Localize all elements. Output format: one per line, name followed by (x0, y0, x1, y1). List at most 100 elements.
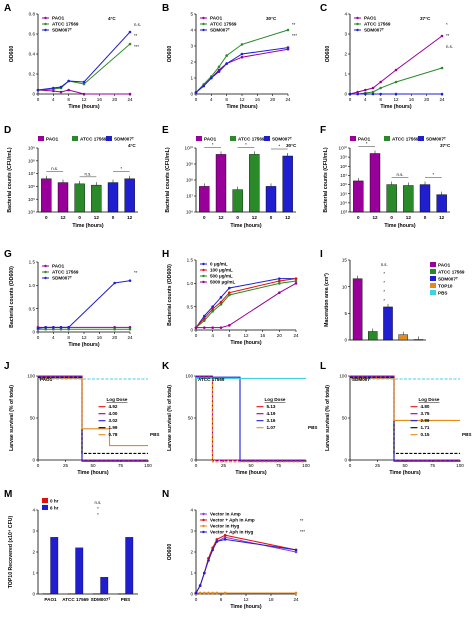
data-point (211, 310, 214, 313)
legend-swatch (430, 283, 436, 288)
x-axis-label: Time (hours) (380, 104, 412, 110)
panel-annotation: 30°C (286, 143, 297, 148)
x-axis-label: Time (hours) (230, 340, 262, 346)
bar (107, 182, 119, 213)
y-tick-label: 100 (185, 374, 193, 379)
legend-label: SDM007ᵀ (210, 28, 230, 33)
significance-label: * (97, 512, 99, 517)
data-point (44, 327, 47, 331)
significance-label: n.s. (381, 262, 388, 267)
significance-label: n.s. (397, 172, 404, 177)
significance-label: ** (134, 33, 138, 38)
data-point (286, 28, 290, 32)
data-point (217, 65, 221, 69)
legend-label: 4.00 (109, 411, 118, 416)
series-line (196, 282, 297, 329)
data-point (59, 85, 63, 89)
legend-label: 100 μg/mL (210, 268, 233, 273)
data-point (278, 277, 281, 280)
legend-label: ATCC 17569 (392, 137, 419, 142)
legend-label: Vector + Aph in Amp (210, 518, 255, 523)
data-point (371, 86, 375, 90)
series-line-0.78 (38, 377, 148, 447)
data-point (364, 92, 367, 96)
x-tick-label: 0 (195, 597, 198, 602)
panel-letter: F (320, 125, 326, 136)
bar (74, 183, 85, 213)
y-axis-label: Bacterial counts (OD600) (9, 266, 15, 328)
y-tick-label: 1 (190, 571, 193, 576)
significance-label: n.s. (95, 500, 102, 505)
y-tick-label: 10⁹ (28, 146, 35, 151)
x-tick-label: 12 (81, 97, 87, 102)
bar (75, 547, 84, 595)
y-tick-label: 10¹⁰ (339, 146, 348, 151)
data-point (211, 548, 214, 552)
x-tick-label: 0 (78, 215, 81, 220)
y-tick-label: 1 (344, 72, 347, 77)
significance-label: * (245, 142, 247, 147)
panel-d: D 10⁴ 10⁵ 10⁶ 10⁷ 10⁸ 10⁹ 0 12 0 12 0 12 n.s. n.s. * Tim… (4, 125, 138, 229)
bar (50, 537, 59, 595)
data-point (52, 326, 55, 329)
data-point (286, 46, 290, 49)
x-tick-label: 18 (268, 597, 274, 602)
x-axis-label: Time (hours) (235, 470, 267, 476)
significance-label: ** (292, 22, 296, 27)
x-tick-label: 0 (37, 335, 40, 340)
legend-swatch (384, 136, 390, 141)
data-point (52, 327, 55, 331)
y-tick-label: 5 (344, 311, 347, 316)
data-point (203, 319, 206, 322)
bar (67, 593, 76, 595)
legend-title: Log Dose (419, 397, 440, 402)
panel-letter: J (4, 361, 10, 372)
panel-letter: H (162, 249, 169, 260)
bar (282, 155, 293, 213)
y-axis-label: Larvae survival (% of total) (167, 385, 173, 451)
legend-label: PAO1 (46, 137, 59, 142)
y-tick-label: 4 (190, 508, 193, 513)
bar (92, 593, 101, 595)
legend-marker (44, 264, 47, 268)
y-tick-label: 10⁹ (186, 162, 193, 167)
legend-swatch (430, 276, 436, 281)
legend-label: Vector + Aph in Hyg (210, 530, 254, 535)
legend-label: SDM007ᵀ (426, 137, 446, 142)
legend-label: PAO1 (52, 264, 65, 269)
bar (232, 189, 243, 213)
x-tick-label: 24 (127, 97, 133, 102)
y-tick-label: 0 (190, 592, 193, 597)
legend-label: ATCC 17569 (238, 137, 265, 142)
x-axis-label: Time (hours) (68, 104, 100, 110)
series-line (195, 280, 297, 329)
data-point (52, 86, 55, 90)
data-point (371, 92, 375, 96)
y-tick-label: 3 (344, 32, 347, 37)
significance-label: n.s. (446, 44, 453, 49)
x-tick-label: 25 (221, 463, 227, 468)
x-tick-label: 12 (393, 97, 399, 102)
data-point (128, 326, 132, 329)
panel-e: E 10⁶ 10⁷ 10⁸ 10⁹ 10¹⁰ 0 12 0 12 0 12 * * * Time (hours… (162, 125, 297, 229)
legend-label: PAO1 (438, 263, 451, 268)
legend-marker (44, 276, 47, 280)
panel-g: G 0 4 8 12 16 20 24 0 0.5 1.0 1.5 Time (hours) Bacter… (4, 249, 138, 348)
data-point (294, 279, 298, 283)
x-tick-label: 25 (375, 463, 381, 468)
y-axis-label: Larvae survival (% of total) (9, 385, 15, 451)
x-tick-label: 16 (409, 97, 415, 102)
legend-swatch (430, 269, 436, 274)
legend-label: PAO1 (358, 137, 371, 142)
series-line-2.86 (350, 376, 460, 462)
bar (41, 178, 52, 213)
legend-label: ATCC 17569 (210, 22, 237, 27)
data-point (219, 326, 223, 329)
y-tick-label: 0.8 (29, 12, 36, 17)
y-tick-label: 1.5 (29, 260, 36, 265)
x-tick-label: 50 (402, 463, 408, 468)
data-point (203, 571, 206, 575)
data-point (67, 88, 70, 92)
